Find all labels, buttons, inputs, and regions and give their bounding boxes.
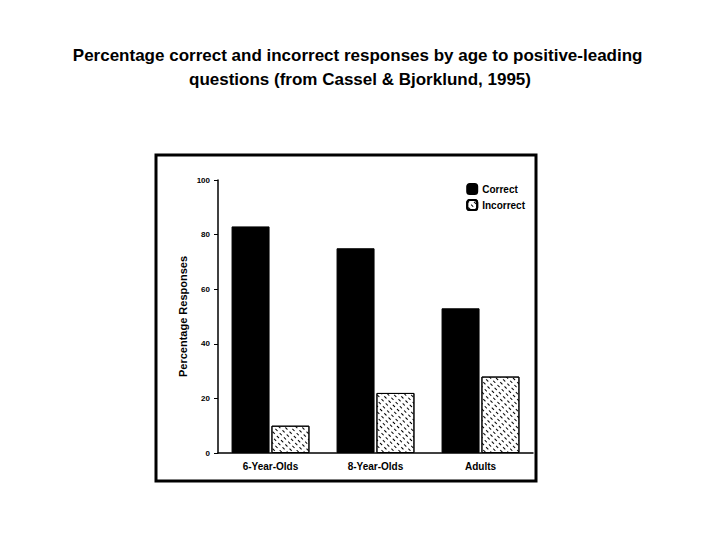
svg-text:40: 40 xyxy=(201,339,210,348)
svg-text:8-Year-Olds: 8-Year-Olds xyxy=(348,461,404,472)
svg-text:questions (from Cassel & Bjork: questions (from Cassel & Bjorklund, 1995… xyxy=(189,70,531,89)
svg-text:Correct: Correct xyxy=(482,184,518,195)
svg-text:Adults: Adults xyxy=(465,461,497,472)
svg-text:6-Year-Olds: 6-Year-Olds xyxy=(243,461,299,472)
svg-text:80: 80 xyxy=(201,230,210,239)
svg-text:Percentage Responses: Percentage Responses xyxy=(177,256,189,377)
svg-text:60: 60 xyxy=(201,285,210,294)
svg-text:20: 20 xyxy=(201,394,210,403)
svg-text:Incorrect: Incorrect xyxy=(482,200,525,211)
svg-text:Percentage correct and incorre: Percentage correct and incorrect respons… xyxy=(73,46,647,65)
svg-text:0: 0 xyxy=(206,449,211,458)
svg-text:100: 100 xyxy=(197,176,211,185)
